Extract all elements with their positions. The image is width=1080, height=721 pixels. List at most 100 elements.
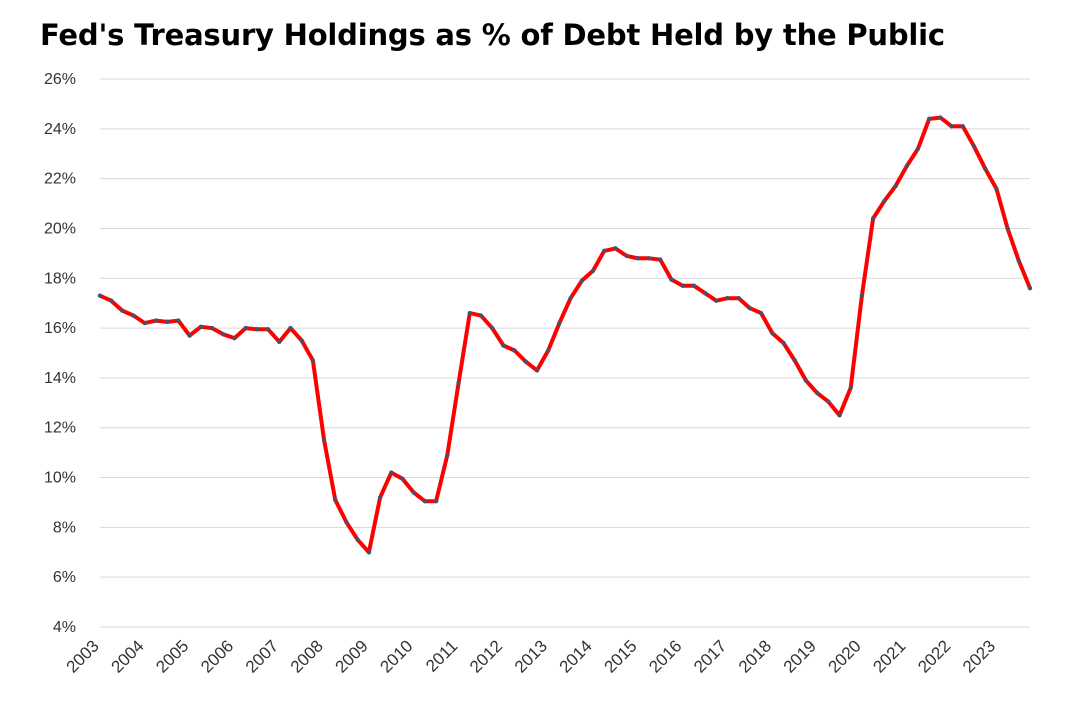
axes: 4%6%8%10%12%14%16%18%20%22%24%26%2003 200… bbox=[44, 71, 1030, 677]
data-point bbox=[344, 520, 349, 525]
data-point bbox=[949, 124, 954, 129]
y-tick-label: 6% bbox=[53, 569, 76, 586]
data-point bbox=[624, 253, 629, 259]
data-point bbox=[187, 333, 192, 338]
data-point bbox=[232, 335, 237, 341]
data-point bbox=[1027, 286, 1033, 291]
y-tick-label: 8% bbox=[53, 519, 76, 536]
data-point bbox=[109, 298, 114, 303]
y-tick-label: 4% bbox=[53, 619, 76, 636]
gridlines bbox=[100, 78, 1030, 628]
x-tick-label: 2013 bbox=[511, 636, 551, 676]
data-point bbox=[221, 332, 226, 337]
data-point bbox=[579, 278, 585, 283]
markers-layer bbox=[97, 115, 1033, 555]
x-tick-label: 2007 bbox=[242, 636, 282, 676]
data-point bbox=[680, 283, 685, 288]
data-point bbox=[814, 390, 820, 396]
data-point bbox=[489, 325, 495, 331]
data-point bbox=[333, 497, 338, 503]
data-point bbox=[915, 146, 921, 151]
x-tick-label: 2008 bbox=[287, 636, 327, 676]
x-tick-label: 2021 bbox=[869, 636, 909, 676]
data-point bbox=[400, 476, 405, 481]
x-tick-label: 2011 bbox=[422, 636, 461, 675]
x-tick-label: 2019 bbox=[780, 636, 820, 676]
data-point bbox=[366, 550, 372, 555]
data-point bbox=[758, 310, 764, 316]
x-tick-label: 2014 bbox=[556, 636, 596, 676]
data-point bbox=[904, 163, 909, 169]
x-tick-label: 2006 bbox=[197, 636, 237, 676]
data-point bbox=[142, 320, 148, 326]
data-point bbox=[501, 343, 506, 348]
data-point bbox=[1016, 258, 1021, 264]
y-tick-label: 12% bbox=[44, 420, 76, 437]
data-point bbox=[422, 499, 428, 504]
series-layer bbox=[98, 115, 1032, 555]
data-point bbox=[994, 186, 999, 191]
data-point bbox=[512, 348, 517, 353]
data-point bbox=[736, 296, 741, 301]
data-point bbox=[545, 348, 551, 353]
data-point bbox=[153, 318, 159, 323]
data-point bbox=[747, 305, 753, 311]
x-tick-label: 2009 bbox=[332, 636, 372, 676]
data-point bbox=[590, 268, 596, 273]
data-point bbox=[859, 293, 865, 298]
data-point bbox=[321, 437, 327, 443]
data-point bbox=[926, 116, 932, 122]
data-point bbox=[467, 310, 472, 316]
data-point bbox=[534, 368, 540, 373]
data-point bbox=[523, 359, 528, 364]
y-tick-label: 20% bbox=[44, 220, 76, 237]
data-point bbox=[826, 399, 831, 404]
chart-title: Fed's Treasury Holdings as % of Debt Hel… bbox=[40, 18, 945, 52]
data-point bbox=[803, 378, 809, 383]
series-line bbox=[98, 115, 1032, 555]
data-point bbox=[938, 115, 943, 120]
data-point bbox=[770, 330, 775, 336]
y-tick-label: 16% bbox=[44, 320, 76, 337]
x-tick-label: 2020 bbox=[825, 636, 865, 676]
data-point bbox=[792, 358, 797, 363]
data-point bbox=[478, 313, 484, 318]
data-point bbox=[288, 325, 293, 331]
data-point bbox=[669, 277, 674, 282]
data-point bbox=[837, 413, 842, 418]
data-point bbox=[658, 257, 663, 262]
data-point bbox=[445, 452, 450, 458]
data-point bbox=[982, 166, 988, 171]
x-tick-label: 2016 bbox=[645, 636, 685, 676]
data-point bbox=[882, 198, 887, 204]
data-point bbox=[568, 296, 573, 301]
x-tick-label: 2015 bbox=[600, 636, 640, 676]
x-tick-label: 2010 bbox=[376, 636, 416, 676]
y-tick-label: 26% bbox=[44, 71, 76, 88]
data-point bbox=[165, 319, 170, 325]
data-point bbox=[433, 499, 439, 504]
y-tick-label: 22% bbox=[44, 171, 76, 188]
data-point bbox=[265, 327, 271, 332]
data-point bbox=[209, 325, 215, 331]
x-tick-label: 2018 bbox=[735, 636, 775, 676]
data-point bbox=[243, 325, 248, 331]
data-point bbox=[557, 320, 562, 326]
data-point bbox=[725, 296, 730, 301]
data-point bbox=[971, 144, 977, 149]
data-point bbox=[389, 470, 394, 475]
x-tick-label: 2022 bbox=[914, 636, 954, 676]
data-point bbox=[893, 183, 898, 189]
data-point bbox=[691, 283, 697, 288]
data-point bbox=[714, 298, 719, 303]
data-point bbox=[120, 308, 125, 313]
data-point bbox=[781, 340, 786, 346]
y-tick-label: 24% bbox=[44, 121, 76, 138]
data-point bbox=[254, 327, 260, 332]
data-point bbox=[277, 339, 282, 344]
data-point bbox=[635, 256, 641, 261]
data-point bbox=[960, 124, 965, 129]
data-point bbox=[613, 246, 618, 251]
data-point bbox=[198, 324, 204, 330]
